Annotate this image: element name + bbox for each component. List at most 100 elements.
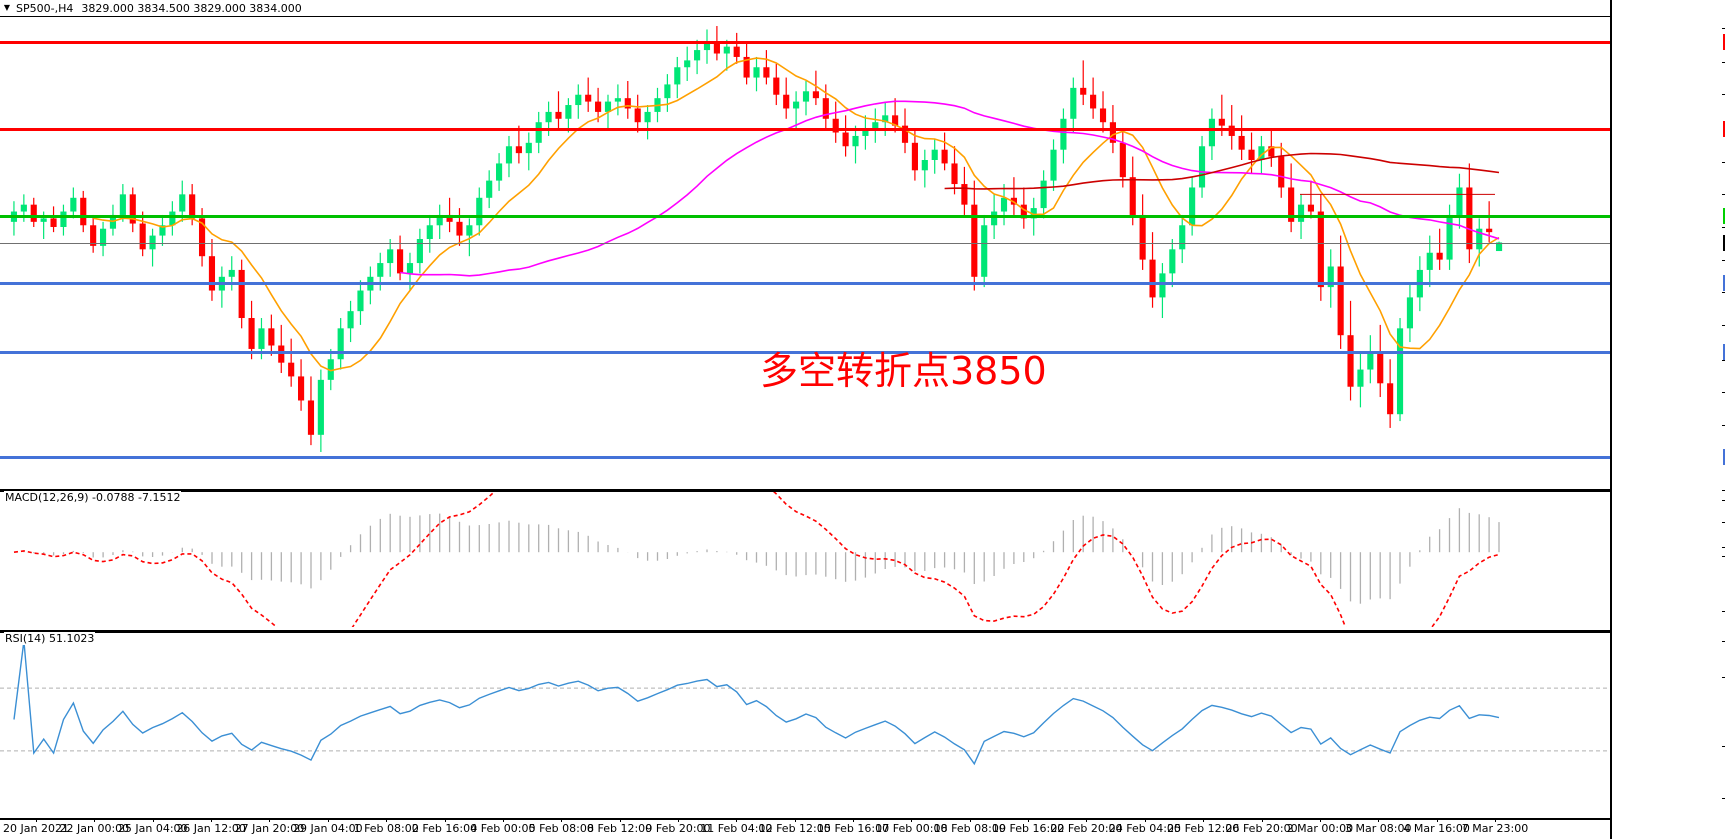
axis-tick-mark bbox=[1722, 425, 1725, 426]
time-axis-tick-mark bbox=[94, 818, 96, 822]
time-axis-tick-label: 17 Feb 00:00 bbox=[875, 822, 948, 835]
price-axis-column[interactable]: 3958.8503950.0003939.7103920.5703900.000… bbox=[1610, 0, 1725, 839]
time-axis-tick-label: 26 Jan 12:00 bbox=[176, 822, 246, 835]
chart-annotation-text: 多空转折点3850 bbox=[760, 349, 1047, 393]
axis-tick-mark bbox=[1722, 522, 1725, 523]
axis-separator bbox=[1610, 0, 1612, 839]
time-axis-tick-label: 7 Mar 23:00 bbox=[1461, 822, 1529, 835]
price-level-line-3900[interactable] bbox=[0, 128, 1610, 131]
time-axis-tick-label: 22 Feb 20:00 bbox=[1050, 822, 1123, 835]
time-axis-tick-label: 27 Jan 20:00 bbox=[234, 822, 305, 835]
rsi-indicator-label: RSI(14) 51.1023 bbox=[4, 632, 96, 645]
time-axis-tick-label: 25 Jan 04:00 bbox=[117, 822, 188, 835]
price-level-badge-3950[interactable]: 3950.000 bbox=[1723, 34, 1725, 50]
rsi-canvas bbox=[0, 640, 1610, 766]
time-axis-tick-mark bbox=[619, 818, 621, 822]
axis-tick-mark bbox=[1722, 746, 1725, 747]
price-pane[interactable] bbox=[0, 0, 1610, 489]
time-axis-tick-label: 5 Feb 08:00 bbox=[528, 822, 594, 835]
ohlc-values-label: 3829.000 3834.500 3829.000 3834.000 bbox=[81, 1, 302, 15]
time-axis-tick-label: 2 Mar 00:00 bbox=[1286, 822, 1354, 835]
price-level-line-3850[interactable] bbox=[0, 215, 1610, 218]
time-axis-tick-mark bbox=[1495, 818, 1496, 822]
axis-tick-mark bbox=[1722, 227, 1725, 228]
time-axis-tick-mark bbox=[969, 818, 971, 822]
macd-pane[interactable]: MACD(12,26,9) -0.0788 -7.1512 bbox=[0, 491, 1610, 627]
time-axis-tick-mark bbox=[1086, 818, 1088, 822]
rsi-pane-divider bbox=[0, 630, 1610, 633]
time-axis-tick-label: 4 Feb 00:00 bbox=[470, 822, 536, 835]
time-axis-rule bbox=[0, 818, 1610, 820]
symbol-timeframe-label: SP500-,H4 bbox=[16, 1, 74, 15]
axis-tick-mark bbox=[1722, 292, 1725, 293]
axis-tick-mark bbox=[1722, 94, 1725, 95]
time-axis-tick-label: 29 Jan 04:00 bbox=[292, 822, 363, 835]
time-axis-tick-label: 20 Jan 2021 bbox=[3, 822, 69, 835]
price-level-badge-3850[interactable]: 3850.000 bbox=[1723, 208, 1725, 224]
time-axis-tick-label: 4 Mar 16:00 bbox=[1403, 822, 1470, 835]
header-divider bbox=[0, 16, 1610, 17]
price-level-badge-3900[interactable]: 3900.000 bbox=[1723, 121, 1725, 137]
axis-tick-mark bbox=[1722, 500, 1725, 501]
axis-tick-mark bbox=[1722, 194, 1725, 195]
time-axis-tick-mark bbox=[1144, 818, 1146, 822]
macd-pane-divider bbox=[0, 489, 1610, 492]
price-candlestick-canvas bbox=[10, 26, 1503, 452]
axis-tick-mark bbox=[1722, 62, 1725, 63]
time-axis-tick-label: 22 Jan 00:00 bbox=[59, 822, 130, 835]
price-level-line-3834[interactable] bbox=[0, 243, 1610, 244]
time-axis-tick-label: 15 Feb 16:00 bbox=[816, 822, 890, 835]
time-axis-tick-mark bbox=[269, 818, 271, 822]
time-axis-tick-label: 18 Feb 08:00 bbox=[933, 822, 1006, 835]
time-axis-tick-mark bbox=[1203, 818, 1205, 822]
time-axis-tick-mark bbox=[853, 818, 855, 822]
time-axis-tick-mark bbox=[677, 818, 679, 822]
time-axis-tick-label: 19 Feb 16:00 bbox=[992, 822, 1065, 835]
time-axis-tick-mark bbox=[1378, 818, 1380, 822]
axis-tick-mark bbox=[1722, 611, 1725, 612]
time-axis-tick-label: 8 Feb 12:00 bbox=[587, 822, 653, 835]
macd-canvas bbox=[13, 492, 1500, 627]
time-axis-tick-label: 2 Feb 16:00 bbox=[411, 822, 478, 835]
macd-indicator-label: MACD(12,26,9) -0.0788 -7.1512 bbox=[4, 491, 182, 504]
axis-tick-mark bbox=[1722, 556, 1725, 557]
chart-header: ▼ SP500-,H4 3829.000 3834.500 3829.000 3… bbox=[0, 0, 1610, 16]
time-axis-tick-mark bbox=[561, 818, 563, 822]
time-axis-tick-mark bbox=[327, 818, 329, 822]
time-axis-tick-mark bbox=[444, 818, 446, 822]
time-axis-tick-mark bbox=[36, 818, 37, 822]
price-level-line-3770[interactable] bbox=[0, 351, 1610, 354]
chevron-down-icon[interactable]: ▼ bbox=[3, 3, 11, 12]
axis-tick-mark bbox=[1722, 547, 1725, 548]
price-level-badge-3810[interactable]: 3810.000 bbox=[1723, 275, 1725, 291]
axis-tick-mark bbox=[1722, 641, 1725, 642]
time-axis-tick-mark bbox=[386, 818, 388, 822]
price-level-line-3810[interactable] bbox=[0, 282, 1610, 285]
time-axis-tick-mark bbox=[502, 818, 504, 822]
price-level-badge-3770[interactable]: 3770.000 bbox=[1723, 344, 1725, 360]
price-level-badge-3710[interactable]: 3710.000 bbox=[1723, 449, 1725, 465]
price-level-line-3710[interactable] bbox=[0, 456, 1610, 459]
time-axis-tick-mark bbox=[794, 818, 796, 822]
price-level-badge-3834[interactable]: 3834.000 bbox=[1723, 235, 1725, 251]
time-axis-tick-mark bbox=[1261, 818, 1263, 822]
time-axis-tick-mark bbox=[1028, 818, 1030, 822]
axis-tick-mark bbox=[1722, 260, 1725, 261]
time-axis-tick-label: 1 Feb 08:00 bbox=[353, 822, 419, 835]
axis-tick-mark bbox=[1722, 392, 1725, 393]
time-axis-tick-mark bbox=[1436, 818, 1438, 822]
price-level-line-3950[interactable] bbox=[0, 41, 1610, 44]
time-axis-tick-label: 26 Feb 20:00 bbox=[1225, 822, 1298, 835]
time-axis-tick-label: 11 Feb 04:00 bbox=[700, 822, 773, 835]
time-axis-tick-mark bbox=[152, 818, 154, 822]
axis-tick-mark bbox=[1722, 360, 1725, 361]
time-axis-tick-mark bbox=[1319, 818, 1321, 822]
axis-tick-mark bbox=[1722, 325, 1725, 326]
time-axis-tick-mark bbox=[911, 818, 913, 822]
axis-tick-mark bbox=[1722, 28, 1725, 29]
rsi-pane[interactable]: RSI(14) 51.1023 bbox=[0, 632, 1610, 818]
time-axis[interactable]: 20 Jan 2021 22 Jan 00:00 25 Jan 04:00 26 Ja… bbox=[0, 818, 1610, 839]
axis-tick-mark bbox=[1722, 162, 1725, 163]
time-axis-tick-label: 3 Mar 08:00 bbox=[1345, 822, 1412, 835]
